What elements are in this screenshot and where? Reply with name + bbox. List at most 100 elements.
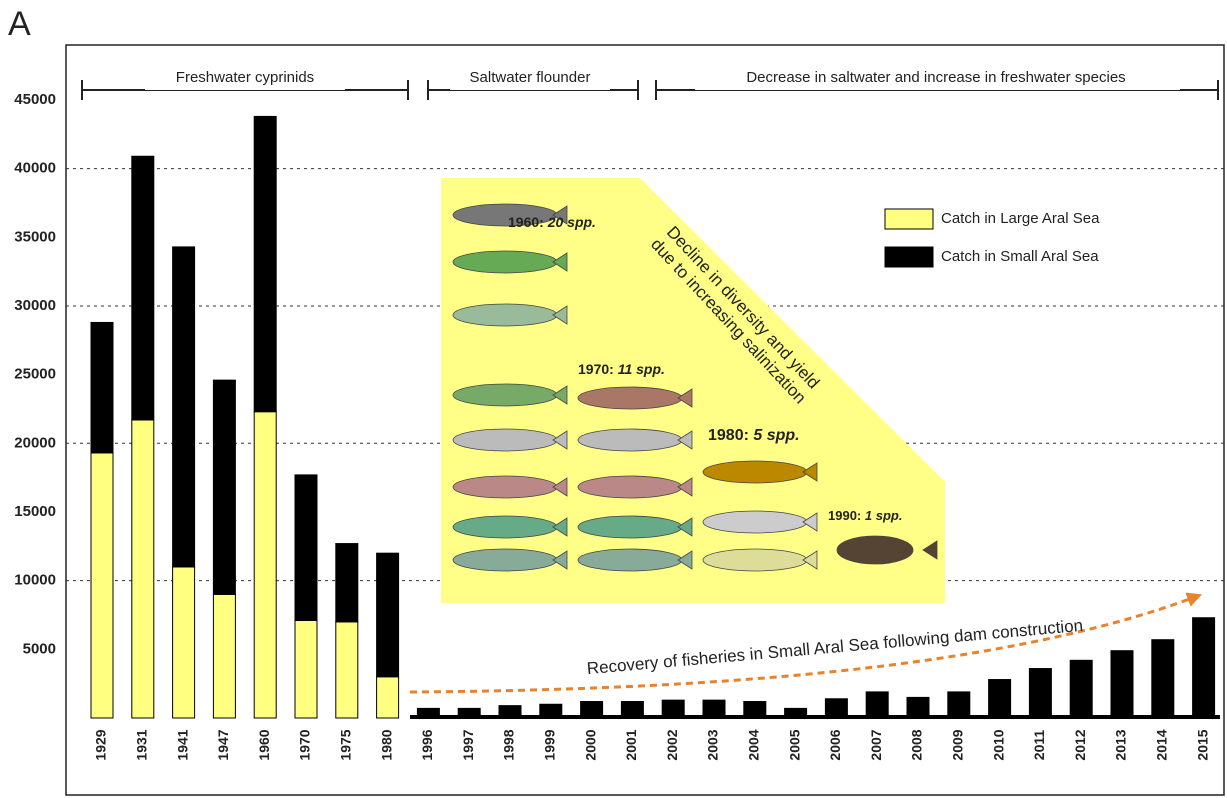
bar-segment — [1151, 639, 1175, 719]
fish-tail — [677, 388, 693, 408]
x-tick-label: 2012 — [1072, 729, 1088, 760]
fish-tail — [552, 385, 568, 405]
fish-icon — [452, 383, 558, 407]
species: 20 spp. — [547, 214, 596, 230]
y-tick-label: 25000 — [14, 366, 56, 383]
bar-segment — [131, 155, 155, 421]
fish-icon — [452, 475, 558, 499]
x-tick-label: 1931 — [134, 729, 150, 760]
fish-tail — [552, 550, 568, 570]
bar-segment — [212, 593, 236, 719]
legend-swatch — [884, 246, 934, 268]
bar-segment — [376, 676, 400, 719]
x-tick-label: 2011 — [1031, 730, 1047, 761]
inset-label: 1970: 11 spp. — [578, 361, 665, 377]
x-tick-label: 1980 — [378, 729, 394, 760]
species: 1 spp. — [865, 508, 903, 523]
fish-icon — [577, 386, 683, 410]
year: 1980: — [708, 427, 749, 444]
fish-icon — [577, 428, 683, 452]
fish-tail — [677, 477, 693, 497]
x-tick-label: 1960 — [256, 729, 272, 760]
bar-segment — [253, 115, 277, 413]
fish-icon — [577, 548, 683, 572]
bar-segment — [335, 621, 359, 719]
inset-bg — [441, 178, 945, 603]
fish-icon — [836, 535, 914, 565]
fish-icon — [452, 428, 558, 452]
x-tick-label: 2001 — [623, 729, 639, 760]
x-tick-label: 2015 — [1194, 729, 1210, 760]
x-tick-label: 2008 — [909, 729, 925, 760]
inset: 1960: 20 spp. 1970: 11 spp. 1980: 5 spp.… — [441, 178, 945, 603]
fish-icon — [452, 303, 558, 327]
fish-tail — [552, 205, 568, 225]
x-tick-label: 2009 — [950, 729, 966, 760]
fish-tail — [677, 430, 693, 450]
y-tick-label: 45000 — [14, 91, 56, 108]
bar-segment — [90, 321, 114, 454]
bar-segment — [906, 696, 930, 719]
x-tick-label: 1975 — [338, 729, 354, 760]
plot-frame — [65, 44, 1225, 796]
bar-segment — [172, 246, 196, 568]
fish-tail — [802, 462, 818, 482]
fish-icon — [702, 548, 808, 572]
fish-tail — [552, 252, 568, 272]
year: 1970: — [578, 361, 614, 377]
x-tick-label: 1929 — [93, 729, 109, 760]
bar-segment — [172, 566, 196, 719]
legend-label: Catch in Small Aral Sea — [941, 248, 1099, 265]
fish-tail — [677, 550, 693, 570]
x-tick-label: 1947 — [215, 729, 231, 760]
label-bg — [695, 68, 1180, 90]
fish-tail — [677, 517, 693, 537]
legend-swatch — [884, 208, 934, 230]
legend-label: Catch in Large Aral Sea — [941, 210, 1100, 227]
bar-segment — [90, 452, 114, 719]
fish-icon — [452, 250, 558, 274]
period-label: Saltwater flounder — [470, 69, 591, 86]
year: 1990: — [828, 508, 861, 523]
bar-segment — [131, 419, 155, 719]
fish-tail — [552, 430, 568, 450]
x-tick-label: 1996 — [419, 729, 435, 760]
y-tick-label: 30000 — [14, 297, 56, 314]
fish-tail — [802, 512, 818, 532]
x-tick-label: 1941 — [174, 729, 190, 760]
label-bg — [450, 68, 610, 90]
inset-label: 1960: 20 spp. — [508, 214, 596, 230]
label-bg — [145, 68, 345, 90]
x-tick-label: 2004 — [746, 729, 762, 760]
y-tick-label: 40000 — [14, 160, 56, 177]
x-tick-label: 1998 — [501, 729, 517, 760]
recovery-arrow — [409, 592, 1203, 694]
x-tick-label: 2000 — [582, 729, 598, 760]
period-label: Freshwater cyprinids — [176, 69, 314, 86]
y-tick-label: 20000 — [14, 434, 56, 451]
x-tick-label: 2006 — [827, 729, 843, 760]
x-tick-label: 2002 — [664, 729, 680, 760]
fish-tail — [802, 550, 818, 570]
fish-icon — [702, 460, 808, 484]
bar-segment — [988, 679, 1012, 719]
x-tick-label: 1999 — [542, 729, 558, 760]
x-tick-label: 2003 — [705, 729, 721, 760]
fish-icon — [452, 548, 558, 572]
x-tick-label: 1970 — [297, 729, 313, 760]
fish-tail — [552, 477, 568, 497]
bar-segment — [947, 691, 971, 719]
fish-tail — [552, 305, 568, 325]
y-tick-label: 35000 — [14, 228, 56, 245]
y-tick-label: 5000 — [23, 640, 56, 657]
year: 1960: — [508, 214, 544, 230]
x-tick-label: 2005 — [786, 729, 802, 760]
bar-segment — [865, 691, 889, 719]
fish-icon — [577, 515, 683, 539]
species: 11 spp. — [618, 361, 665, 377]
bar-segment — [376, 552, 400, 678]
bar-segment — [253, 411, 277, 719]
panel-label: A — [8, 5, 31, 43]
bar-segment — [294, 619, 318, 719]
